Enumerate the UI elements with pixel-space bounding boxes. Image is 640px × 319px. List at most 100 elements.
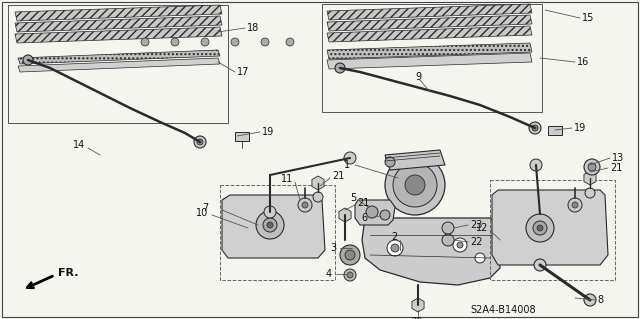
Circle shape [197,139,203,145]
Circle shape [263,218,277,232]
Circle shape [380,210,390,220]
Text: 9: 9 [415,72,421,82]
Circle shape [261,38,269,46]
Text: 19: 19 [574,123,586,133]
Circle shape [532,125,538,131]
Polygon shape [339,208,351,222]
Polygon shape [327,53,532,69]
Circle shape [286,38,294,46]
Circle shape [264,206,276,218]
Bar [220,185,335,280]
Circle shape [171,38,179,46]
Text: 8: 8 [597,295,603,305]
Polygon shape [584,171,596,185]
Text: 12: 12 [476,223,488,233]
Circle shape [584,294,596,306]
Circle shape [231,38,239,46]
Polygon shape [327,4,532,20]
Circle shape [442,234,454,246]
Circle shape [302,202,308,208]
Circle shape [391,244,399,252]
Circle shape [141,38,149,46]
Text: 17: 17 [237,67,250,77]
Circle shape [526,214,554,242]
Circle shape [347,272,353,278]
Text: FR.: FR. [58,268,79,278]
Circle shape [453,238,467,252]
Circle shape [385,157,395,167]
Text: 4: 4 [326,269,332,279]
Text: 13: 13 [612,153,624,163]
Text: 23: 23 [470,220,483,230]
Polygon shape [15,16,222,32]
Text: 7: 7 [202,203,208,213]
Circle shape [534,259,546,271]
Polygon shape [327,26,532,42]
Text: 10: 10 [196,208,208,218]
Circle shape [585,188,595,198]
Circle shape [584,159,600,175]
Circle shape [529,122,541,134]
Bar [322,4,542,112]
Bar [548,126,562,135]
Circle shape [201,38,209,46]
Text: 20: 20 [410,317,422,319]
Text: 1: 1 [344,160,350,170]
Circle shape [344,269,356,281]
Text: 18: 18 [247,23,259,33]
Text: 2: 2 [392,232,398,242]
Circle shape [442,222,454,234]
Text: 3: 3 [330,243,336,253]
Text: 6: 6 [362,213,368,223]
Text: 19: 19 [262,127,275,137]
Circle shape [345,250,355,260]
Text: 22: 22 [470,237,483,247]
Circle shape [530,159,542,171]
Circle shape [256,211,284,239]
Polygon shape [15,27,222,43]
Circle shape [385,155,445,215]
Bar [490,180,615,280]
Circle shape [366,206,378,218]
Circle shape [393,163,437,207]
Circle shape [533,221,547,235]
Text: S2A4-B14008: S2A4-B14008 [470,305,536,315]
Circle shape [457,242,463,248]
Circle shape [387,240,403,256]
Polygon shape [18,58,220,72]
Circle shape [194,136,206,148]
Polygon shape [355,200,395,225]
Text: 21: 21 [332,171,344,181]
Circle shape [405,175,425,195]
Circle shape [267,222,273,228]
Circle shape [23,55,33,65]
Bar [8,5,228,123]
Circle shape [340,245,360,265]
Circle shape [335,63,345,73]
Polygon shape [18,50,220,64]
Text: 15: 15 [582,13,595,23]
Polygon shape [15,5,222,21]
Polygon shape [492,190,608,265]
Polygon shape [327,15,532,31]
Circle shape [475,253,485,263]
Text: 5: 5 [349,193,356,203]
Polygon shape [327,43,532,59]
Polygon shape [222,195,325,258]
Text: 21: 21 [357,198,369,208]
Polygon shape [385,150,445,170]
Polygon shape [362,218,500,285]
Text: 14: 14 [73,140,85,150]
Text: 16: 16 [577,57,589,67]
Circle shape [344,152,356,164]
Circle shape [313,192,323,202]
Circle shape [568,198,582,212]
Text: 11: 11 [281,174,293,184]
Polygon shape [312,176,324,190]
Circle shape [572,202,578,208]
Polygon shape [412,298,424,312]
Circle shape [537,225,543,231]
Circle shape [588,163,596,171]
Bar [235,132,249,141]
Circle shape [298,198,312,212]
